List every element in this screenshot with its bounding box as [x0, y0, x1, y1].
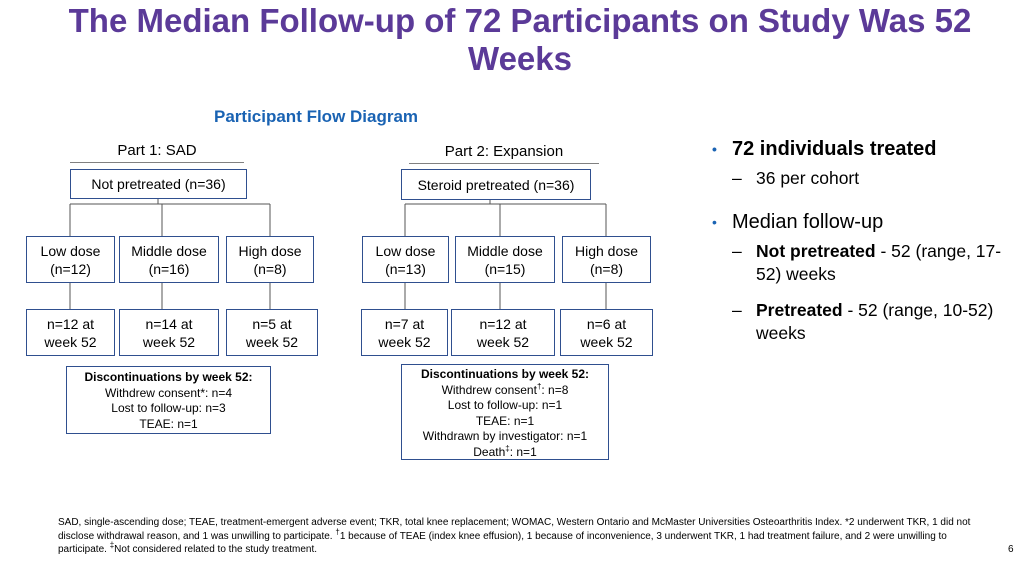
footnote-text: 1 because of TEAE (index knee effusion),…	[58, 530, 947, 556]
part1-discontinuations-box: Discontinuations by week 52: Withdrew co…	[66, 366, 271, 434]
completed-line1: n=12 at	[479, 315, 527, 332]
bullet-icon: •	[712, 214, 717, 230]
line-text: : n=1	[509, 444, 537, 459]
part1-arm-low: Low dose (n=12)	[26, 236, 115, 283]
part2-label: Part 2: Expansion	[444, 143, 564, 160]
footnote-text: Not considered related to the study trea…	[114, 544, 318, 556]
completed-line1: n=12 at	[46, 315, 95, 332]
part2-arm-high: High dose (n=8)	[562, 236, 651, 283]
part1-underline	[70, 162, 244, 163]
diagram-title: Participant Flow Diagram	[214, 107, 419, 126]
completed-line1: n=6 at	[586, 315, 627, 332]
completed-line2: week 52	[142, 333, 196, 350]
discontinuation-line: TEAE: n=1	[475, 413, 535, 428]
discontinuation-line: Lost to follow-up: n=3	[111, 401, 226, 415]
completed-line1: n=14 at	[145, 315, 193, 332]
part1-completed-middle: n=14 at week 52	[119, 309, 219, 356]
line-text: : n=8	[541, 382, 569, 397]
part2-completed-high: n=6 at week 52	[560, 309, 653, 356]
sub-bullet-not-pretreated: – Not pretreated - 52 (range, 17-52) wee…	[712, 240, 1012, 286]
completed-line2: week 52	[44, 333, 97, 350]
arm-n: (n=16)	[148, 260, 190, 277]
completed-line1: n=7 at	[384, 315, 425, 332]
part2-arm-middle: Middle dose (n=15)	[455, 236, 555, 283]
footnote-text: SAD, single-ascending dose; TEAE, treatm…	[58, 517, 971, 542]
discontinuation-line: TEAE: n=1	[139, 416, 198, 431]
part1-completed-high: n=5 at week 52	[226, 309, 318, 356]
line-text: Death	[473, 444, 506, 459]
bullet-median-follow-up: • Median follow-up	[712, 209, 1012, 235]
arm-n: (n=8)	[589, 260, 624, 277]
dash-icon: –	[732, 241, 742, 261]
arm-n: (n=12)	[50, 260, 91, 277]
dash-icon: –	[732, 300, 742, 320]
summary-bullets: • 72 individuals treated – 36 per cohort…	[712, 136, 1012, 345]
double-dagger-marker: ‡	[505, 443, 510, 453]
part2-cohort-box: Steroid pretreated (n=36)	[401, 169, 591, 200]
discontinuation-line: Death‡: n=1	[402, 443, 608, 461]
completed-line2: week 52	[580, 333, 633, 350]
discontinuation-line: Withdrew consent*: n=4	[104, 385, 233, 400]
dagger-marker: †	[335, 527, 340, 537]
arm-name: Middle dose	[467, 242, 543, 259]
part1-completed-low: n=12 at week 52	[26, 309, 115, 356]
arm-name: Low dose	[375, 242, 436, 259]
discontinuation-line: Withdrawn by investigator: n=1	[422, 429, 588, 443]
discontinuation-line: Lost to follow-up: n=1	[447, 398, 563, 412]
completed-line2: week 52	[378, 333, 431, 350]
bullet-individuals-treated: • 72 individuals treated	[712, 136, 1012, 162]
sub-bullet-text: 36 per cohort	[756, 168, 860, 188]
part1-arm-middle: Middle dose (n=16)	[119, 236, 219, 283]
discontinuation-line: Withdrew consent†: n=8	[402, 381, 608, 399]
part2-discontinuations-box: Discontinuations by week 52: Withdrew co…	[401, 364, 609, 460]
bullet-icon: •	[712, 141, 717, 157]
slide-title: The Median Follow-up of 72 Participants …	[68, 2, 972, 77]
sub-bullet-pretreated: – Pretreated - 52 (range, 10-52) weeks	[712, 299, 1012, 345]
discontinuations-title: Discontinuations by week 52:	[84, 370, 253, 384]
line-text: Withdrew consent	[441, 382, 537, 397]
part2-completed-low: n=7 at week 52	[361, 309, 448, 356]
dash-icon: –	[732, 168, 742, 188]
page-number: 6	[1008, 544, 1014, 555]
part2-arm-low: Low dose (n=13)	[362, 236, 449, 283]
part1-label: Part 1: SAD	[117, 142, 197, 159]
part2-completed-middle: n=12 at week 52	[451, 309, 555, 356]
completed-line1: n=5 at	[252, 315, 292, 332]
dagger-marker: †	[536, 381, 542, 391]
bullet-text: Median follow-up	[732, 211, 884, 233]
arm-n: (n=8)	[253, 260, 287, 277]
part2-cohort-label: Steroid pretreated (n=36)	[417, 176, 575, 193]
arm-name: Middle dose	[131, 242, 207, 259]
bullet-text: 72 individuals treated	[732, 138, 937, 160]
part1-arm-high: High dose (n=8)	[226, 236, 314, 283]
discontinuations-title: Discontinuations by week 52:	[420, 367, 590, 381]
completed-line2: week 52	[245, 333, 299, 350]
part2-underline	[409, 163, 599, 164]
double-dagger-marker: ‡	[109, 540, 115, 550]
arm-name: Low dose	[40, 242, 101, 259]
sub-bullet-text: - 52 (range, 10-52) weeks	[756, 300, 994, 343]
arm-name: High dose	[574, 242, 639, 259]
footnote: SAD, single-ascending dose; TEAE, treatm…	[58, 516, 973, 557]
sub-bullet-bold: Not pretreated	[756, 241, 876, 261]
sub-bullet-per-cohort: – 36 per cohort	[712, 167, 1012, 190]
completed-line2: week 52	[476, 333, 530, 350]
arm-name: High dose	[238, 242, 302, 259]
sub-bullet-text: - 52 (range, 17-52) weeks	[756, 241, 1002, 284]
sub-bullet-bold: Pretreated	[756, 300, 843, 320]
arm-n: (n=13)	[385, 260, 426, 277]
part1-cohort-label: Not pretreated (n=36)	[91, 176, 226, 192]
arm-n: (n=15)	[484, 260, 526, 277]
part1-cohort-box: Not pretreated (n=36)	[70, 169, 247, 199]
